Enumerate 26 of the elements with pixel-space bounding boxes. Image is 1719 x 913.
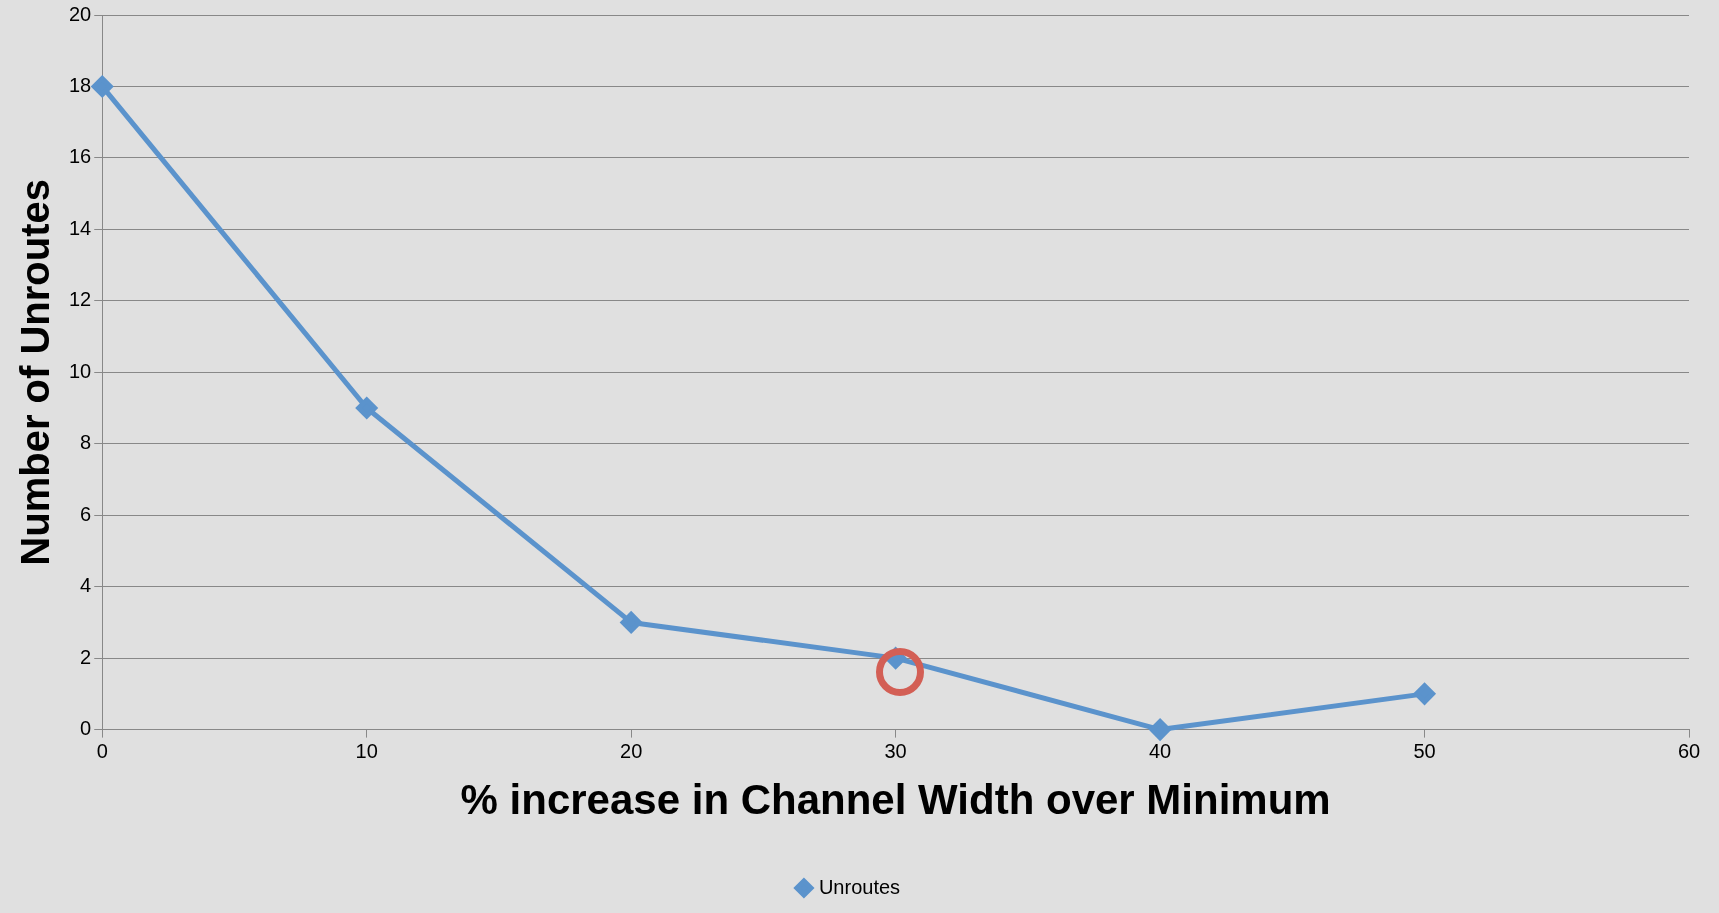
y-tick-label: 14	[69, 216, 92, 239]
y-tick-label: 4	[80, 574, 92, 597]
x-tick-label: 50	[1413, 740, 1436, 763]
legend-label: Unroutes	[818, 875, 901, 898]
y-tick-label: 0	[80, 717, 92, 740]
y-axis-title: Number of Unroutes	[13, 178, 58, 566]
y-tick-label: 12	[69, 288, 92, 311]
x-tick-label: 20	[620, 740, 643, 763]
y-tick-label: 2	[80, 645, 92, 668]
point	[1149, 719, 1171, 741]
point	[1414, 683, 1436, 705]
y-tick-label: 6	[80, 502, 92, 525]
x-axis-title: % increase in Channel Width over Minimum	[460, 776, 1331, 824]
point	[356, 397, 378, 419]
x-tick-label: 30	[884, 740, 907, 763]
y-tick-label: 20	[69, 2, 92, 25]
y-tick-label: 8	[80, 431, 92, 454]
y-tick-label: 18	[69, 73, 92, 96]
point	[620, 611, 642, 633]
x-tick-label: 40	[1148, 740, 1172, 763]
x-tick-label: 60	[1677, 740, 1701, 763]
x-tick-label: 0	[96, 740, 108, 763]
point	[91, 75, 113, 97]
y-tick-label: 10	[69, 359, 92, 382]
y-tick-label: 16	[69, 145, 92, 168]
x-tick-label: 10	[355, 740, 378, 763]
